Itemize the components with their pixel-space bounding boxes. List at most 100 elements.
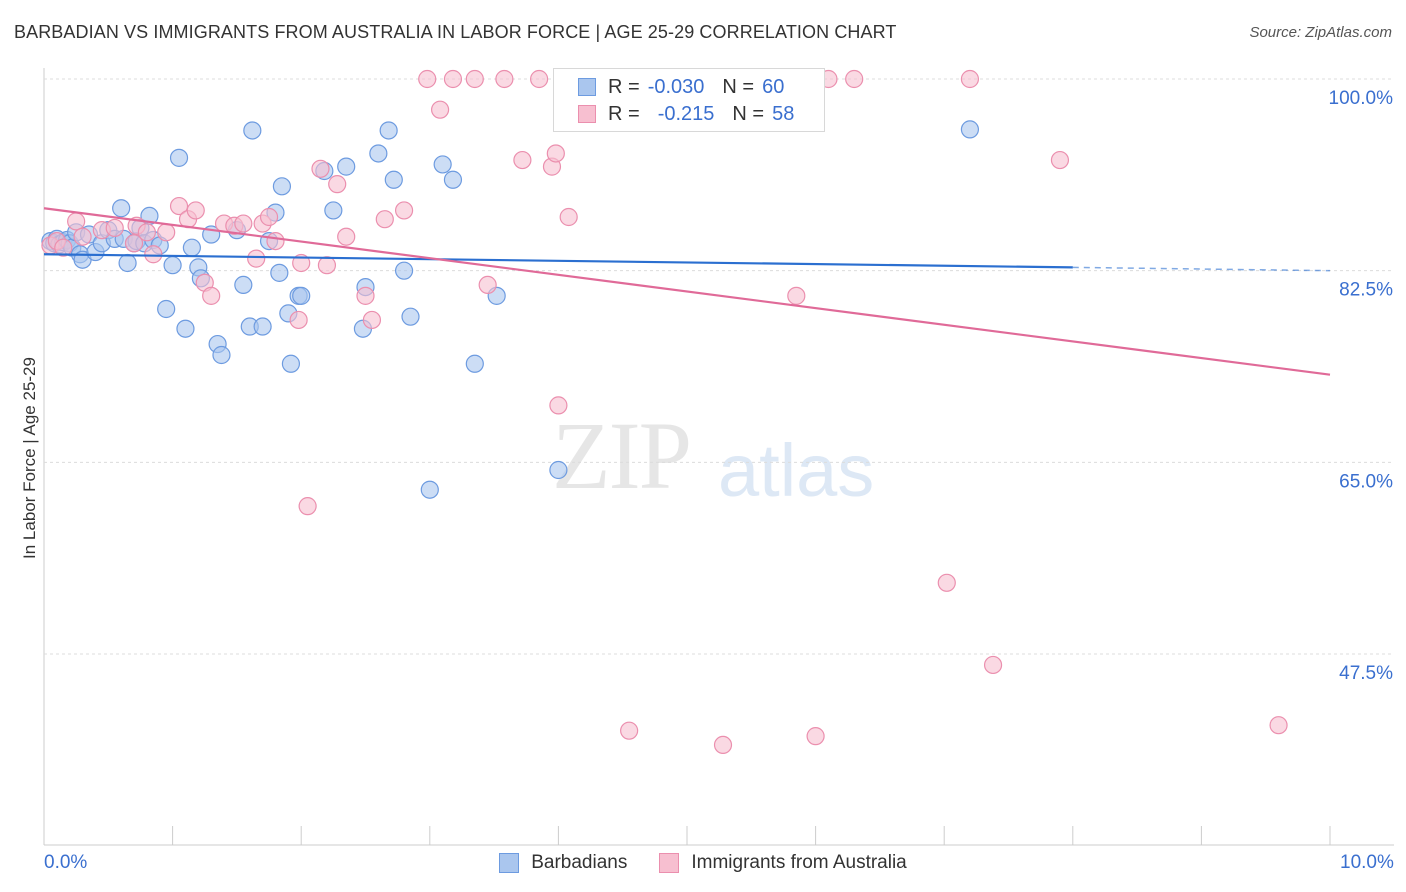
legend-swatch-pink [578, 105, 596, 123]
bottom-legend-swatch-pink [659, 853, 680, 873]
australia-point [292, 253, 311, 273]
australia-point [73, 227, 92, 246]
barbadians-point [379, 121, 398, 140]
australia-point [375, 210, 394, 229]
australia-point [137, 223, 156, 242]
australia-point [157, 223, 176, 242]
y-tick-label: 82.5% [1339, 280, 1393, 301]
y-tick-label: 100.0% [1329, 88, 1394, 109]
australia-point [328, 175, 347, 194]
barbadians-point [112, 199, 131, 218]
legend-n-label: N = [732, 102, 765, 125]
australia-point [1269, 716, 1288, 735]
australia-point [247, 249, 266, 268]
legend-r-value: -0.030 [647, 75, 705, 98]
barbadians-point [401, 307, 420, 326]
legend-swatch-blue [578, 78, 596, 96]
y-tick-label: 65.0% [1339, 471, 1393, 492]
barbadians-point [163, 256, 182, 275]
barbadians-point [270, 263, 289, 282]
australia-point [1050, 150, 1070, 170]
australia-trend-line [43, 207, 1331, 376]
barbadians-point [118, 253, 137, 273]
chart-title: BARBADIAN VS IMMIGRANTS FROM AUSTRALIA I… [14, 22, 897, 42]
australia-point [478, 275, 497, 295]
legend-n-value: 58 [772, 102, 795, 125]
australia-point [337, 227, 356, 246]
stats-legend: R = -0.030 N = 60 R = -0.215 N = 58 [553, 68, 825, 132]
barbadians-point [292, 286, 311, 305]
barbadians-point [369, 144, 388, 163]
legend-n-label: N = [722, 75, 755, 98]
barbadians-trend-line [43, 253, 1073, 269]
barbadians-point [176, 319, 195, 338]
bottom-legend-swatch-blue [499, 853, 520, 873]
barbadians-trend-extension [1072, 266, 1331, 272]
australia-point [317, 256, 337, 275]
australia-point [495, 69, 514, 89]
barbadians-point [394, 261, 414, 280]
barbadians-point [420, 480, 439, 499]
barbadians-point [169, 148, 189, 167]
australia-point [983, 655, 1003, 675]
australia-point [54, 238, 73, 257]
legend-row-australia: R = -0.215 N = 58 [578, 101, 794, 127]
australia-point [546, 144, 565, 163]
chart-source: Source: ZipAtlas.com [1249, 24, 1392, 41]
australia-point [266, 231, 285, 251]
australia-point [530, 69, 549, 89]
bottom-legend-label: Barbadians [531, 852, 628, 873]
bottom-legend-barbadians: Barbadians [499, 852, 627, 874]
australia-point [234, 214, 253, 233]
bottom-legend-label: Immigrants from Australia [691, 852, 907, 873]
australia-point [845, 69, 864, 89]
barbadians-point [253, 317, 272, 336]
australia-point [186, 201, 205, 220]
australia-point [443, 69, 463, 89]
barbadians-point [465, 354, 484, 373]
barbadians-point [234, 275, 253, 295]
barbadians-point [157, 299, 176, 319]
australia-point [67, 212, 86, 231]
legend-r-label: R = [608, 102, 640, 125]
barbadians-point [337, 157, 356, 176]
australia-point [418, 69, 437, 89]
watermark-atlas: atlas [718, 429, 875, 512]
australia-point [559, 207, 578, 227]
barbadians-point [433, 155, 452, 174]
barbadians-point [324, 201, 343, 220]
x-axis-min-label: 0.0% [44, 852, 88, 873]
australia-point [430, 100, 450, 119]
australia-point [289, 310, 308, 330]
australia-point [169, 196, 189, 216]
australia-point [549, 396, 568, 415]
legend-row-barbadians: R = -0.030 N = 60 [578, 74, 784, 100]
australia-point [124, 234, 144, 253]
australia-point [960, 69, 980, 89]
barbadians-point [281, 354, 301, 373]
australia-point [394, 201, 414, 220]
barbadians-point [384, 170, 403, 189]
australia-point [937, 573, 956, 592]
australia-point [513, 150, 532, 170]
australia-point [144, 245, 163, 264]
australia-point [311, 159, 330, 178]
legend-n-value: 60 [762, 75, 785, 98]
barbadians-point [272, 177, 292, 196]
x-axis-max-label: 10.0% [1340, 852, 1394, 873]
barbadians-point [549, 460, 568, 480]
australia-point [259, 207, 279, 227]
australia-point [620, 721, 639, 740]
australia-point [298, 497, 317, 516]
bottom-legend-australia: Immigrants from Australia [659, 852, 907, 874]
australia-point [806, 727, 825, 746]
australia-point [356, 286, 375, 305]
barbadians-point [243, 121, 262, 140]
australia-point [465, 69, 484, 89]
y-tick-label: 47.5% [1339, 663, 1393, 684]
australia-point [362, 310, 382, 330]
barbadians-point [960, 120, 980, 139]
australia-point [713, 735, 733, 755]
legend-r-value: -0.215 [657, 102, 715, 125]
